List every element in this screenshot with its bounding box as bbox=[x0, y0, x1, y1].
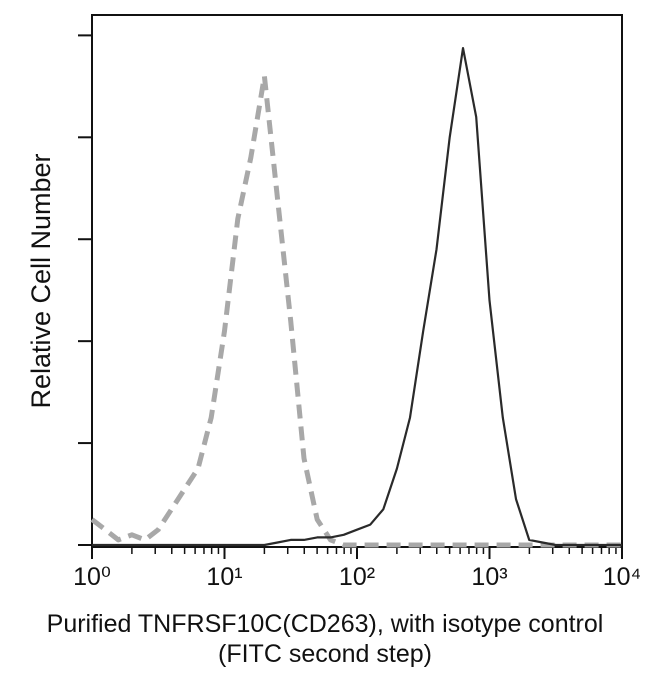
histogram-line bbox=[90, 73, 622, 548]
x-tick-label: 10⁰ bbox=[73, 563, 111, 591]
histogram-line bbox=[92, 47, 622, 547]
x-tick-label: 10⁴ bbox=[603, 563, 642, 591]
y-axis-label: Relative Cell Number bbox=[26, 153, 56, 408]
x-tick-label: 10² bbox=[339, 563, 375, 591]
x-axis-label: (FITC second step) bbox=[218, 640, 432, 668]
x-tick-label: 10¹ bbox=[206, 563, 242, 591]
x-tick-label: 10³ bbox=[471, 563, 507, 591]
plot-frame bbox=[91, 14, 623, 548]
x-axis-label: Purified TNFRSF10C(CD263), with isotype … bbox=[47, 610, 604, 638]
